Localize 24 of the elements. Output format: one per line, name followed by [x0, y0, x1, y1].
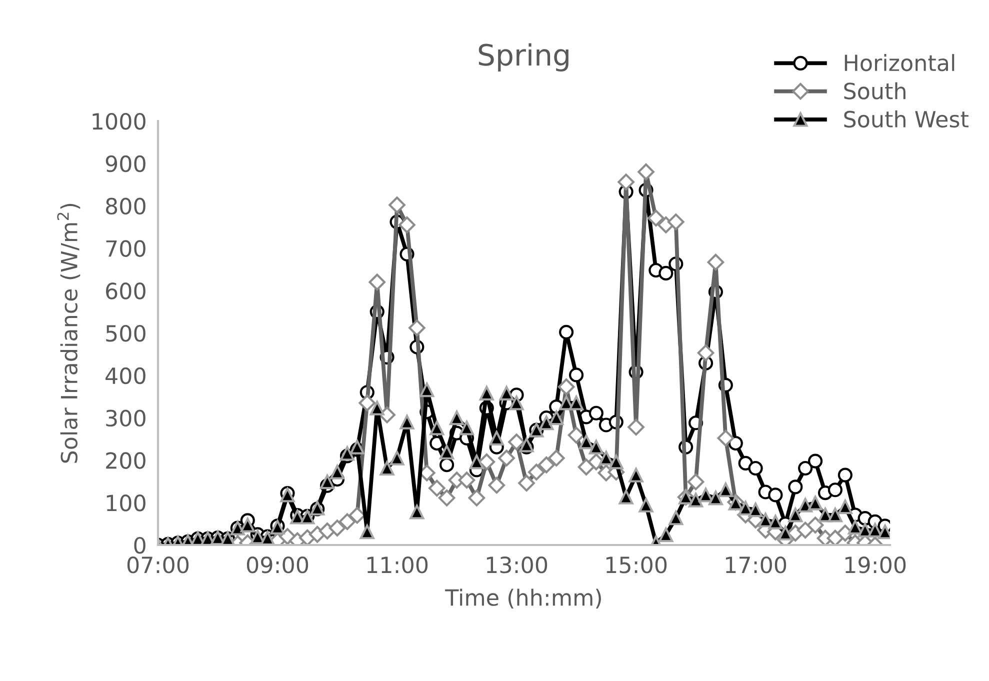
x-tick-label: 09:00 [246, 556, 308, 574]
legend-label: Horizontal [844, 54, 954, 72]
y-tick-label: 300 [106, 410, 146, 427]
y-tick-label: 900 [106, 155, 146, 172]
y-tick-label: 200 [106, 452, 146, 469]
y-tick-label: 1000 [92, 112, 146, 130]
chart-title: Spring [478, 43, 568, 72]
x-tick-label: 13:00 [486, 556, 548, 574]
y-tick-label: 500 [106, 324, 146, 342]
x-tick-label: 19:00 [845, 556, 906, 574]
x-tick-label: 15:00 [606, 556, 667, 574]
x-tick-label: 17:00 [726, 556, 786, 574]
y-axis-title: Solar Irradiance (W/m$^{2}$) [57, 204, 80, 463]
legend-label: South [844, 82, 906, 100]
y-tick-label: 700 [106, 240, 146, 257]
y-tick-label: 100 [106, 494, 146, 512]
x-tick-label: 07:00 [127, 556, 189, 574]
x-axis-title: Time (hh:mm) [445, 588, 601, 609]
legend-label: South West [844, 110, 968, 128]
y-tick-label: 800 [106, 198, 146, 215]
y-tick-label: 0 [134, 536, 146, 554]
y-tick-label: 600 [106, 282, 146, 300]
x-tick-label: 11:00 [367, 556, 428, 574]
y-tick-label: 400 [106, 367, 146, 384]
